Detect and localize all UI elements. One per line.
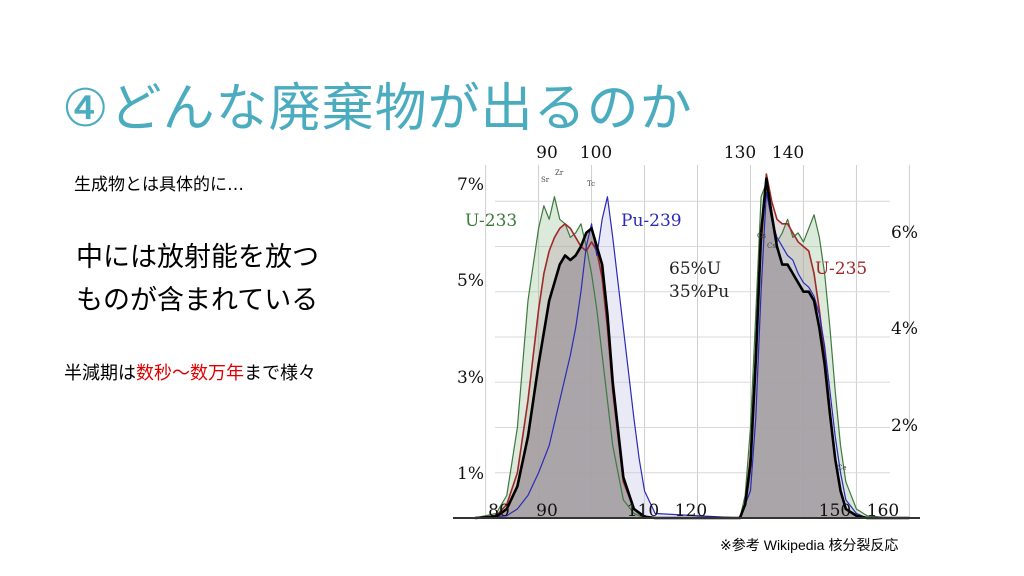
halflife-highlight: 数秒～数万年	[136, 363, 244, 384]
reference-topic: 核分裂反応	[828, 538, 899, 554]
x-tick-bottom-120: 120	[675, 501, 707, 521]
y-tick-left-5: 5%	[457, 271, 484, 291]
series-label-u233: U-233	[465, 211, 517, 231]
y-tick-left-1: 1%	[457, 464, 484, 484]
peak-label-cs1: Cs	[757, 232, 766, 240]
series-line-mix	[474, 177, 910, 520]
halflife-text: 半減期は数秒～数万年まで様々	[64, 359, 316, 385]
x-tick-top-130: 130	[724, 143, 756, 163]
series-label-mix-u: 65%U	[669, 259, 721, 279]
y-tick-right-4: 4%	[891, 319, 918, 339]
y-tick-right-6: 6%	[891, 223, 918, 243]
peak-label-cs2: Cs	[767, 242, 776, 250]
peak-label-tc: Tc	[587, 180, 595, 188]
x-tick-bottom-80: 80	[488, 501, 510, 521]
slide-title: ④どんな廃棄物が出るのか	[62, 79, 693, 139]
fission-yield-chart: 90 100 130 140 80 90 110 120 150 160 7% …	[453, 143, 920, 521]
chart-series	[474, 173, 910, 520]
x-tick-bottom-90: 90	[536, 501, 558, 521]
peak-label-ce: Ce	[837, 464, 847, 472]
series-label-pu239: Pu-239	[621, 211, 682, 231]
y-tick-right-2: 2%	[891, 416, 918, 436]
peak-label-zr: Zr	[555, 169, 564, 177]
x-tick-top-90: 90	[536, 143, 558, 163]
x-tick-bottom-150: 150	[819, 501, 851, 521]
x-tick-top-100: 100	[580, 143, 612, 163]
reference-note: ※参考 Wikipedia 核分裂反応	[720, 535, 898, 555]
series-label-mix-pu: 35%Pu	[669, 282, 729, 302]
reference-source: Wikipedia	[763, 537, 825, 553]
x-tick-top-140: 140	[772, 143, 804, 163]
main-message-line2: ものが含まれている	[76, 285, 319, 316]
subtitle-text: 生成物とは具体的に…	[74, 175, 244, 195]
peak-label-sr: Sr	[541, 176, 550, 184]
y-tick-left-3: 3%	[457, 368, 484, 388]
main-message-line1: 中には放射能を放つ	[76, 242, 319, 273]
x-tick-bottom-110: 110	[627, 501, 659, 521]
y-tick-left-7: 7%	[457, 175, 484, 195]
halflife-suffix: まで様々	[244, 363, 316, 384]
x-tick-bottom-160: 160	[867, 501, 899, 521]
halflife-prefix: 半減期は	[64, 363, 136, 384]
series-label-u235: U-235	[815, 259, 867, 279]
reference-mark: ※参考	[720, 538, 760, 554]
series-area-mix	[475, 178, 910, 519]
main-message: 中には放射能を放つ ものが含まれている	[76, 236, 319, 322]
